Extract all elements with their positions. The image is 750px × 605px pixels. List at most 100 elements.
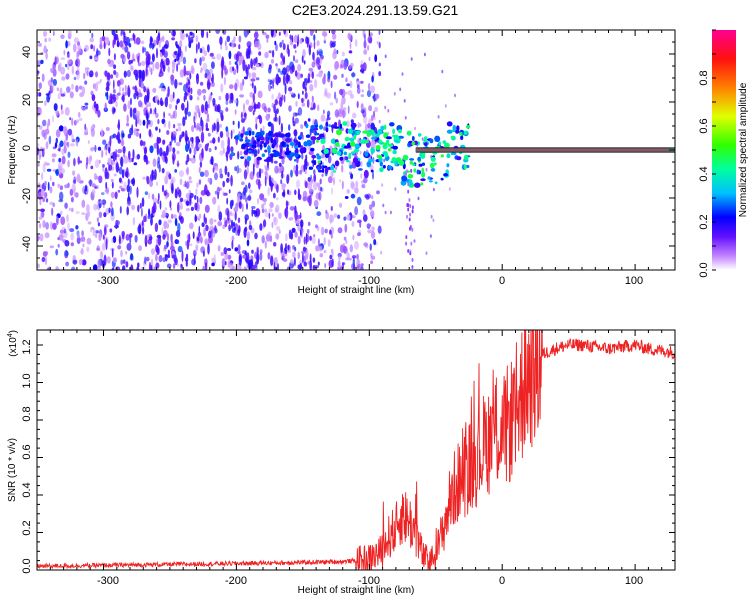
spectrogram-cell <box>58 125 64 132</box>
spectrogram-cell <box>285 73 289 85</box>
spectrogram-cell <box>143 215 147 223</box>
spectrogram-cell <box>343 236 347 241</box>
spectrogram-cell <box>167 86 170 97</box>
spectrogram-cell <box>195 43 198 54</box>
spectrogram-cell <box>99 43 103 50</box>
spectrogram-cell <box>116 42 120 48</box>
spectrogram-cell <box>113 70 117 75</box>
spectrogram-cell <box>56 87 60 92</box>
spectrogram-cell <box>275 63 278 67</box>
spectrogram-cell <box>219 174 224 179</box>
spectrogram-cell <box>185 193 191 200</box>
spectrogram-cell <box>336 129 342 136</box>
spectrogram-cell <box>60 66 66 75</box>
spectrogram-cell <box>384 105 387 110</box>
spectrogram-cell <box>169 141 172 146</box>
spectrogram-cell <box>57 243 60 248</box>
spectrogram-cell <box>113 173 117 177</box>
spectrogram-cell <box>360 263 364 266</box>
spectrogram-cell <box>446 121 453 127</box>
spectrogram-cell <box>264 175 267 187</box>
spectrogram-cell <box>64 184 70 189</box>
spectrogram-cell <box>295 218 300 226</box>
spectrogram-cell <box>199 81 204 86</box>
spectrogram-cell <box>141 60 146 67</box>
spectrogram-cell <box>60 109 64 115</box>
spectrogram-cell <box>61 76 66 81</box>
spectrogram-cell <box>200 56 206 62</box>
spectrogram-cell <box>91 32 94 39</box>
spectrogram-cell <box>184 114 187 120</box>
spectrogram-cell <box>394 187 397 191</box>
spectrogram-cell <box>198 225 201 234</box>
spectrogram-cell <box>197 108 201 115</box>
spectrogram-cell <box>263 106 267 113</box>
spectrogram-cell <box>92 227 96 237</box>
spectrogram-cell <box>127 100 131 110</box>
spectrogram-cell <box>295 179 301 189</box>
spectrogram-cell <box>339 156 344 161</box>
spectrogram-cell <box>212 196 217 205</box>
spectrogram-cell <box>246 231 251 240</box>
spectrogram-cell <box>275 43 278 52</box>
spectrogram-cell <box>267 121 272 127</box>
spectrogram-cell <box>403 99 406 103</box>
spectrogram-cell <box>367 45 370 51</box>
spectrogram-cell <box>231 128 235 134</box>
spectrogram-cell <box>251 144 257 148</box>
spectrogram-cell <box>171 131 173 143</box>
spectrogram-cell <box>293 256 296 267</box>
spectrogram-cell <box>126 51 131 60</box>
spectrogram-cell <box>104 36 110 46</box>
bottom-y-tick-label: 0.0 <box>21 558 33 573</box>
spectrogram-cell <box>366 224 372 227</box>
spectrogram-cell <box>57 183 61 188</box>
spectrogram-cell <box>223 217 227 221</box>
spectrogram-cell <box>349 244 353 253</box>
spectrogram-cell <box>137 204 140 213</box>
colorbar-tick-label: 0.0 <box>698 262 710 277</box>
top-x-tick-label: 0 <box>499 275 505 287</box>
spectrogram-cell <box>195 244 199 252</box>
spectrogram-cell <box>126 200 132 206</box>
spectrogram-cell <box>257 246 259 257</box>
spectrogram-cell <box>217 104 221 113</box>
spectrogram-cell <box>102 164 105 168</box>
spectrogram-cell <box>280 60 284 66</box>
spectrogram-cell <box>144 191 149 196</box>
spectrogram-cell <box>117 148 123 154</box>
spectrogram-cell <box>233 36 236 42</box>
spectrogram-cell <box>224 252 229 261</box>
spectrogram-cell <box>98 159 101 164</box>
spectrogram-cell <box>152 87 157 93</box>
spectrogram-cell <box>94 144 97 153</box>
bottom-x-tick-label: -200 <box>225 575 247 587</box>
spectrogram-cell <box>327 176 333 184</box>
spectrogram-cell <box>55 129 61 138</box>
spectrogram-cell <box>173 214 177 219</box>
spectrogram-cell <box>289 91 294 95</box>
spectrogram-cell <box>57 237 60 241</box>
spectrogram-cell <box>260 168 264 174</box>
spectrogram-cell <box>157 99 160 106</box>
spectrogram-cell <box>330 232 333 239</box>
top-y-tick-label: -40 <box>21 236 33 252</box>
spectrogram-cell <box>225 107 229 112</box>
spectrogram-cell <box>300 124 304 129</box>
spectrogram-cell <box>328 124 331 127</box>
spectrogram-cell <box>193 253 196 266</box>
spectrogram-cell <box>111 207 114 217</box>
spectrogram-cell <box>253 158 257 165</box>
spectrogram-cell <box>299 262 302 270</box>
spectrogram-cell <box>145 64 148 76</box>
spectrogram-cell <box>72 259 78 265</box>
spectrogram-cell <box>108 47 111 57</box>
spectrogram-cell <box>75 225 79 230</box>
spectrogram-cell <box>304 91 308 100</box>
spectrogram-cell <box>189 222 194 230</box>
spectrogram-cell <box>45 222 49 230</box>
spectrogram-cell <box>67 159 70 168</box>
spectrogram-cell <box>88 156 92 165</box>
bottom-y-tick-label: 0.6 <box>21 444 33 459</box>
